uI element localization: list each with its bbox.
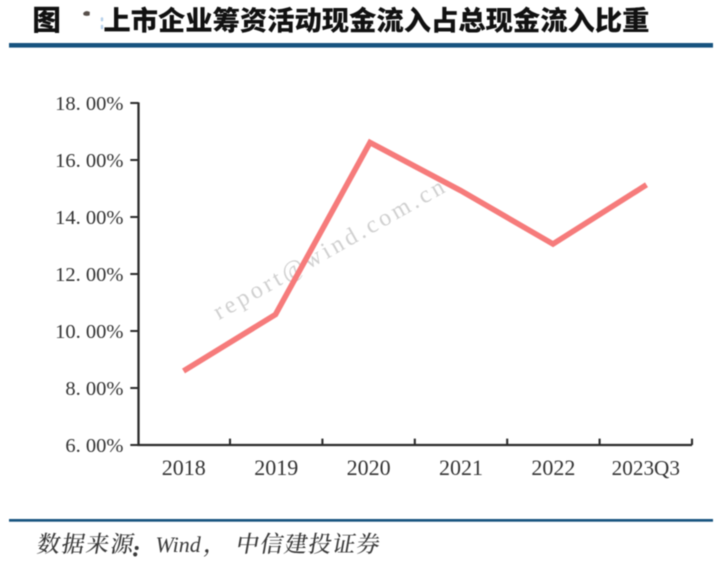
svg-text:14. 00%: 14. 00%	[55, 207, 123, 229]
svg-text:2021: 2021	[439, 455, 483, 480]
svg-text:6. 00%: 6. 00%	[65, 435, 123, 457]
svg-text:2019: 2019	[254, 455, 298, 480]
svg-text:8. 00%: 8. 00%	[65, 378, 123, 400]
svg-text:10. 00%: 10. 00%	[55, 321, 123, 343]
svg-text:2020: 2020	[347, 455, 391, 480]
svg-text:18. 00%: 18. 00%	[55, 93, 123, 115]
svg-text:2022: 2022	[531, 455, 575, 480]
svg-text:16. 00%: 16. 00%	[55, 150, 123, 172]
svg-text:Wind: Wind	[156, 532, 202, 557]
svg-text:2023Q3: 2023Q3	[612, 456, 680, 480]
svg-text:12. 00%: 12. 00%	[55, 264, 123, 286]
svg-text:2018: 2018	[162, 455, 206, 480]
